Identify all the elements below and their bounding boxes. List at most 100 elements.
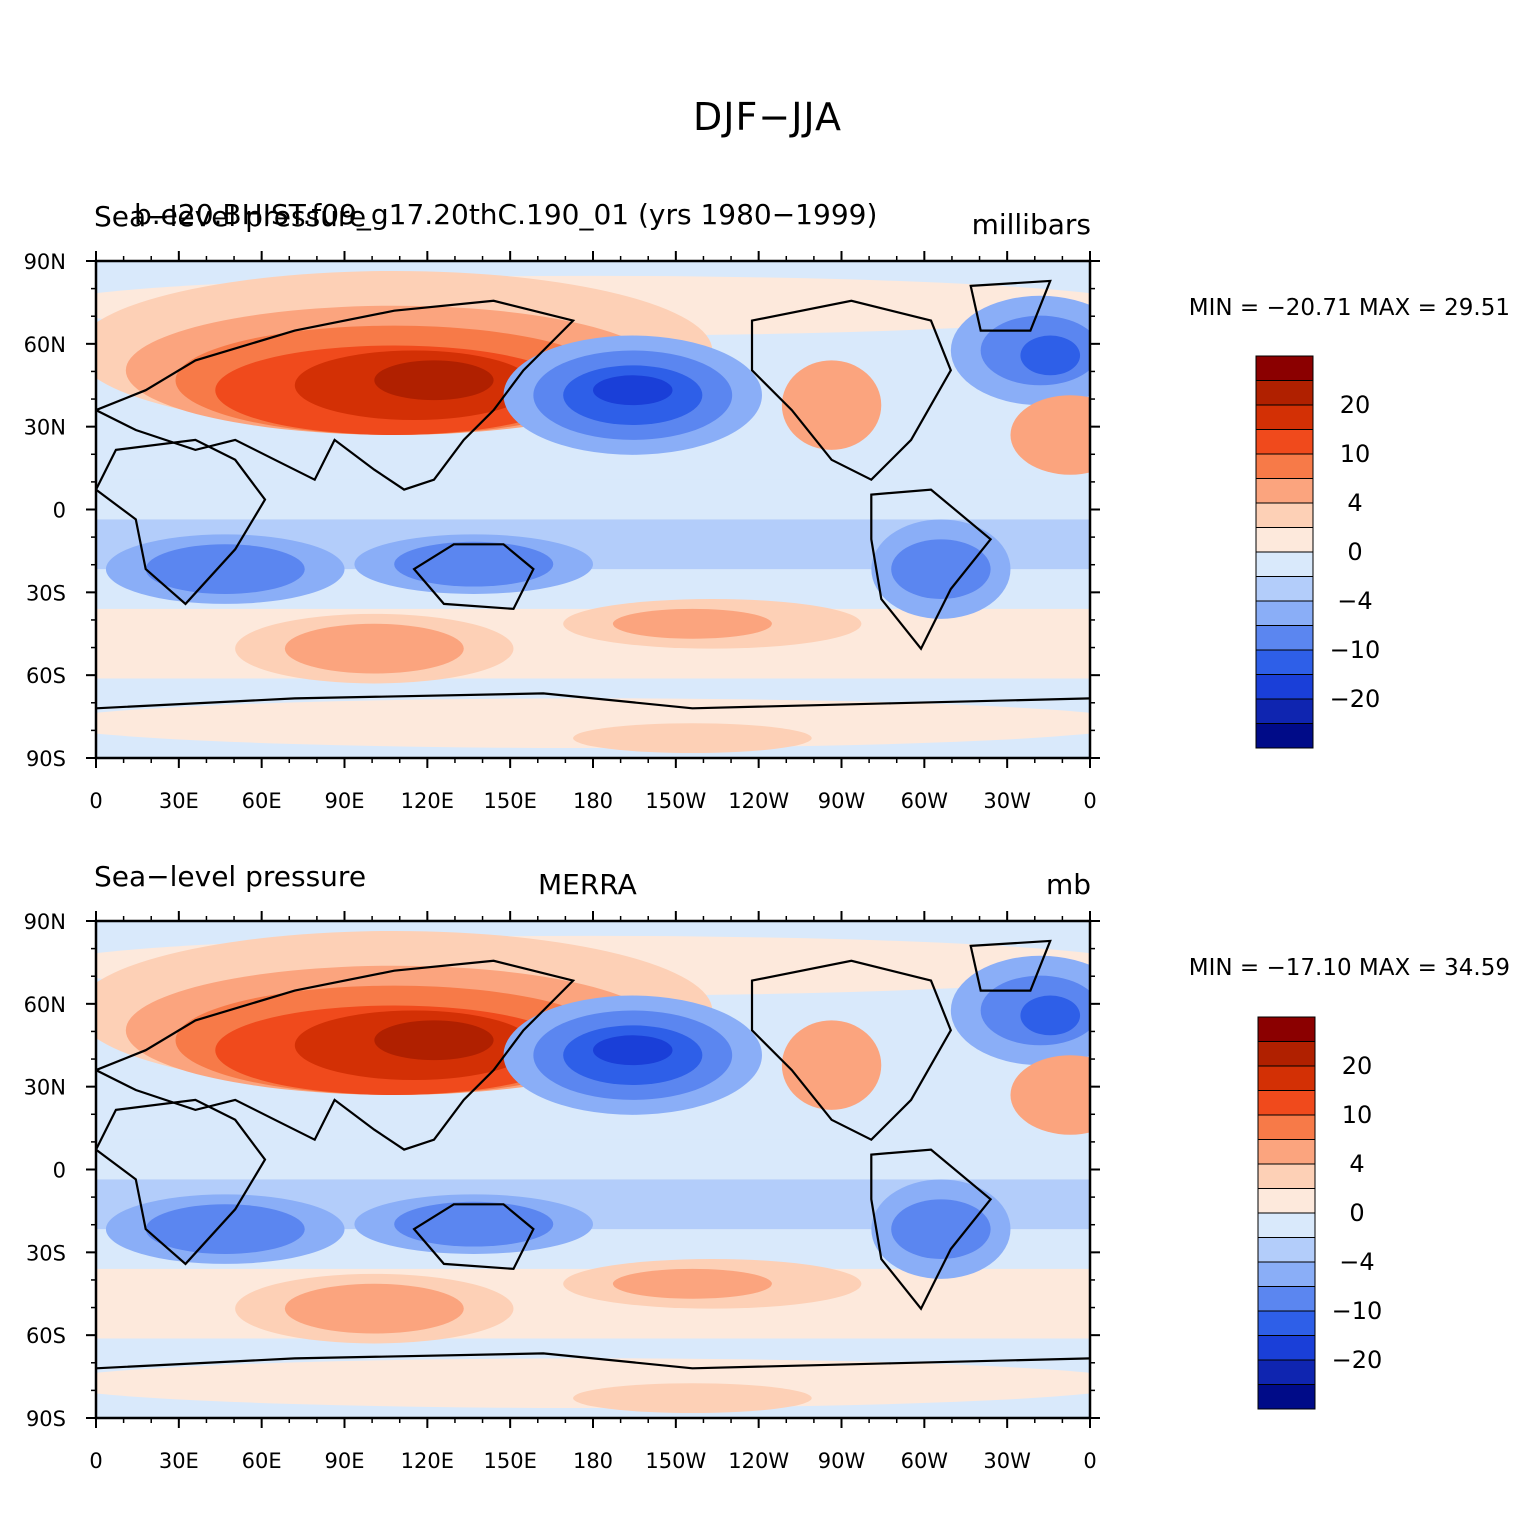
panel2-left-title: Sea−level pressure (94, 860, 367, 893)
lon-label: 90W (818, 789, 866, 813)
coastline (870, 1148, 993, 1311)
colorbar-swatch (1257, 1384, 1316, 1410)
colorbar-label: −20 (1330, 685, 1381, 713)
colorbar-swatch (1255, 502, 1314, 528)
anomaly-contour (394, 541, 554, 587)
colorbar-label: 20 (1340, 391, 1371, 419)
colorbar-swatch (1257, 1261, 1316, 1287)
lat-label: 0 (53, 499, 66, 523)
lon-label: 120E (401, 789, 454, 813)
colorbar-label: −10 (1330, 636, 1381, 664)
colorbar-1: 20 10 4 0 −4 −10 −20 (1255, 355, 1381, 749)
anomaly-contour (573, 1383, 812, 1414)
coastline (750, 959, 953, 1142)
anomaly-contour (593, 375, 673, 406)
map-panel-2: 90N 60N 30N 0 30S 60S 90S 0 30E 60E 90E 120E 150E 180… (24, 910, 1100, 1473)
lat-label: 60N (24, 993, 66, 1017)
colorbar-label: 0 (1347, 538, 1362, 566)
lon-label: 60W (901, 1449, 949, 1473)
colorbar-2: 20 10 4 0 −4 −10 −20 (1257, 1016, 1383, 1410)
figure-title: DJF−JJA (693, 95, 842, 139)
colorbar-swatch (1257, 1188, 1316, 1214)
lat-label: 0 (53, 1159, 66, 1183)
lon-label: 150W (645, 1449, 706, 1473)
colorbar-swatch (1255, 625, 1314, 651)
anomaly-contour (612, 1268, 772, 1299)
lon-label: 60E (242, 789, 282, 813)
lon-label: 0 (1083, 1449, 1096, 1473)
lon-label: 30E (159, 1449, 199, 1473)
lat-label: 90S (26, 1407, 66, 1431)
colorbar-label: −4 (1339, 1248, 1374, 1276)
lon-label: 120W (728, 1449, 789, 1473)
lat-label: 60S (26, 664, 66, 688)
colorbar-label: 4 (1349, 1150, 1364, 1178)
lon-label: 0 (1083, 789, 1096, 813)
anomaly-contour (1020, 995, 1081, 1036)
anomaly-contour (891, 1199, 991, 1259)
colorbar-label: 10 (1340, 440, 1371, 468)
lat-label: 30S (26, 581, 66, 605)
lon-label: 60E (242, 1449, 282, 1473)
panel2-min-max: MIN = −17.10 MAX = 34.59 (1188, 955, 1510, 981)
lon-label: 30W (983, 789, 1031, 813)
coastline (969, 939, 1052, 992)
colorbar-swatch (1255, 404, 1314, 430)
map-panel-1: 90N 60N 30N 0 30S 60S 90S 0 30E 60E 90E 120E 150E 180… (24, 250, 1100, 813)
coastline (96, 959, 576, 1151)
lat-label: 30N (24, 1076, 66, 1100)
colorbar-swatch (1255, 674, 1314, 700)
colorbar-swatch (1257, 1310, 1316, 1336)
lon-label: 30E (159, 789, 199, 813)
colorbar-swatch (1255, 600, 1314, 626)
colorbar-swatch (1257, 1090, 1316, 1116)
anomaly-contour (1020, 335, 1081, 376)
colorbar-swatch (1257, 1212, 1316, 1238)
panel1-left-title: Sea−level pressure (94, 200, 367, 233)
colorbar-swatch (1257, 1016, 1316, 1042)
colorbar-label: 4 (1347, 489, 1362, 517)
panel1-min-max: MIN = −20.71 MAX = 29.51 (1188, 295, 1510, 321)
lon-label: 180 (573, 789, 613, 813)
lat-label: 30N (24, 416, 66, 440)
colorbar-swatch (1255, 380, 1314, 406)
panel1-center-title: b.e20.BHIST.f09_g17.20thC.190_01 (yrs 19… (134, 198, 878, 231)
colorbar-swatch (1255, 355, 1314, 381)
lon-label: 150E (483, 1449, 536, 1473)
lon-label: 150W (645, 789, 706, 813)
lon-label: 150E (483, 789, 536, 813)
colorbar-label: −20 (1332, 1346, 1383, 1374)
colorbar-swatch (1257, 1139, 1316, 1165)
coastline (969, 279, 1052, 332)
lon-label: 180 (573, 1449, 613, 1473)
colorbar-swatch (1255, 698, 1314, 724)
anomaly-contour (593, 1035, 673, 1066)
anomaly-contour (781, 360, 882, 450)
colorbar-label: 20 (1342, 1052, 1373, 1080)
colorbar-swatch (1255, 576, 1314, 602)
anomaly-contour (394, 1201, 554, 1247)
lon-label: 90W (818, 1449, 866, 1473)
anomaly-contour (145, 544, 305, 594)
anomaly-contour (284, 1283, 464, 1334)
colorbar-label: −10 (1332, 1297, 1383, 1325)
lon-label: 60W (901, 789, 949, 813)
contour-fill (96, 930, 1090, 1414)
colorbar-swatch (1255, 551, 1314, 577)
anomaly-contour (284, 623, 464, 674)
anomaly-contour (1010, 395, 1090, 475)
colorbar-label: 10 (1342, 1101, 1373, 1129)
colorbar-swatch (1257, 1041, 1316, 1067)
anomaly-contour (573, 723, 812, 754)
colorbar-label: 0 (1349, 1199, 1364, 1227)
colorbar-swatch (1257, 1065, 1316, 1091)
lat-label: 30S (26, 1241, 66, 1265)
coastline (96, 1352, 1090, 1370)
anomaly-contour (96, 698, 1090, 749)
lon-label: 120E (401, 1449, 454, 1473)
colorbar-swatch (1257, 1163, 1316, 1189)
contour-fill (96, 270, 1090, 754)
lat-label: 90N (24, 910, 66, 934)
anomaly-contour (374, 360, 494, 401)
